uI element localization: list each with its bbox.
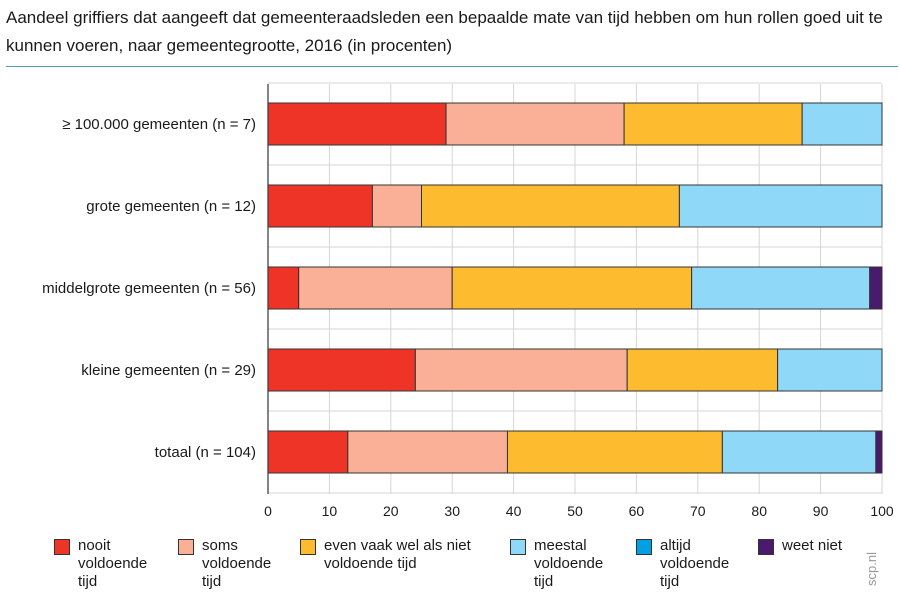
x-tick-label: 20 [383,503,399,519]
bar-segment [451,266,693,310]
bar-segment [267,102,447,146]
legend-label-line: voldoende [202,555,272,572]
legend-swatch [636,539,652,555]
legend-label: even vaak wel als niet voldoende tijd [324,537,471,573]
bar-segment [691,266,871,310]
x-tick-label: 40 [506,503,522,519]
legend-label-line: altijd [660,537,691,554]
legend-label: soms voldoende tijd [202,537,271,591]
bar-segment [445,102,625,146]
legend-label: nooit voldoende tijd [78,537,147,591]
bar-segment [298,266,453,310]
legend-swatch [510,539,526,555]
x-tick-label: 10 [322,503,338,519]
bar-segment [869,266,883,310]
legend-label-line: voldoende [78,555,148,572]
bar-segment [267,348,416,392]
legend-swatch [178,539,194,555]
bar-segment [721,430,877,474]
bar-segment [506,430,723,474]
legend-swatch [758,539,774,555]
bar-segment [267,184,373,228]
legend-label-line: tijd [534,573,554,590]
bar-segment [267,430,349,474]
legend-label-line: tijd [202,573,222,590]
bar-segment [678,184,883,228]
legend-label-line: meestal [534,537,587,554]
category-label: kleine gemeenten (n = 29) [81,362,256,379]
title-divider [6,66,898,67]
bar-segment [623,102,803,146]
legend-label-line: tijd [660,573,680,590]
legend-label-line: tijd [78,573,98,590]
chart-plot: 0 10 20 30 40 50 60 70 80 90 100 ≥ 100.000 gemeente… [42,82,894,519]
bar-segment [347,430,508,474]
legend-label: meestal voldoende tijd [534,537,603,591]
legend-label-line: weet niet [782,537,843,554]
chart-title: Aandeel griffiers dat aangeeft dat gemee… [6,8,883,55]
bar-segment [801,102,883,146]
x-tick-label: 70 [690,503,706,519]
x-tick-label: 60 [629,503,645,519]
legend-label-line: even vaak wel als niet [324,537,471,554]
x-tick-label: 50 [567,503,583,519]
category-label: totaal (n = 104) [155,444,256,461]
legend-label-line: nooit [78,537,111,554]
legend-label-line: soms [202,537,238,554]
legend-label-line: voldoende [660,555,730,572]
bar-segment [421,184,680,228]
bar-segment [626,348,779,392]
x-tick-label: 90 [813,503,829,519]
legend-swatch [54,539,70,555]
bar-segment [875,430,883,474]
category-label: grote gemeenten (n = 12) [86,198,256,215]
category-label: middelgrote gemeenten (n = 56) [42,280,256,297]
bar-segment [371,184,423,228]
legend-label: weet niet [782,537,842,555]
x-tick-label: 30 [444,503,460,519]
x-tick-label: 100 [870,503,894,519]
category-label: ≥ 100.000 gemeenten (n = 7) [62,116,256,133]
bar-segment [777,348,883,392]
x-tick-label: 80 [751,503,767,519]
legend-label-line: voldoende [534,555,604,572]
source-credit: scp.nl [864,552,879,586]
legend-swatch [300,539,316,555]
bar-segment [414,348,628,392]
legend-label: altijd voldoende tijd [660,537,729,591]
x-tick-label: 0 [264,503,272,519]
legend-label-line: voldoende tijd [324,555,417,572]
bar-segment [267,266,300,310]
